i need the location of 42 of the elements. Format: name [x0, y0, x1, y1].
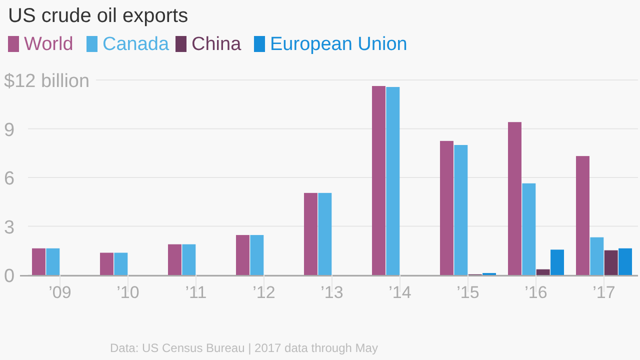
- text: Data: US Census Bureau | 2017 data through May: [110, 341, 378, 355]
- legend-label: China: [192, 34, 242, 55]
- y-tick-label: $12 billion: [4, 71, 90, 92]
- bar: [440, 140, 454, 275]
- bar: [32, 248, 46, 275]
- x-tick-label: ’11: [185, 283, 207, 302]
- x-tick-label: ’12: [252, 283, 276, 302]
- bar: [536, 269, 550, 275]
- bar: [304, 192, 318, 275]
- y-tick-label: 6: [4, 168, 15, 190]
- x-tick-label: ’17: [592, 283, 616, 302]
- y-tick-label: 9: [4, 120, 15, 141]
- bar: [590, 237, 604, 275]
- bar: [454, 145, 468, 275]
- x-tick-label: ’09: [48, 283, 72, 302]
- bar: [236, 235, 250, 275]
- bar: [386, 86, 400, 275]
- x-tick-label: ’14: [388, 283, 412, 302]
- x-tick-label: ’16: [524, 283, 548, 302]
- legend-label: European Union: [270, 34, 408, 55]
- bar: [550, 250, 564, 275]
- x-tick-label: ’10: [116, 283, 140, 302]
- x-tick-label: ’13: [320, 283, 344, 302]
- bar: [114, 252, 128, 275]
- legend-label: World: [24, 34, 74, 55]
- chart-title: US crude oil exports: [8, 5, 188, 27]
- y-tick-label: 3: [4, 217, 15, 238]
- bar: [604, 250, 618, 275]
- bar: [522, 183, 536, 275]
- bar: [618, 248, 632, 275]
- bar: [168, 244, 182, 275]
- legend-label: Canada: [102, 34, 170, 55]
- y-tick-label: 0: [4, 266, 15, 287]
- bar: [372, 86, 386, 275]
- bar: [100, 252, 114, 275]
- bar: [182, 244, 196, 275]
- x-tick-label: ’15: [456, 283, 480, 302]
- bar: [508, 122, 522, 275]
- bar: [576, 156, 590, 275]
- bar: [250, 235, 264, 275]
- bar: [46, 248, 60, 275]
- bar: [318, 192, 332, 275]
